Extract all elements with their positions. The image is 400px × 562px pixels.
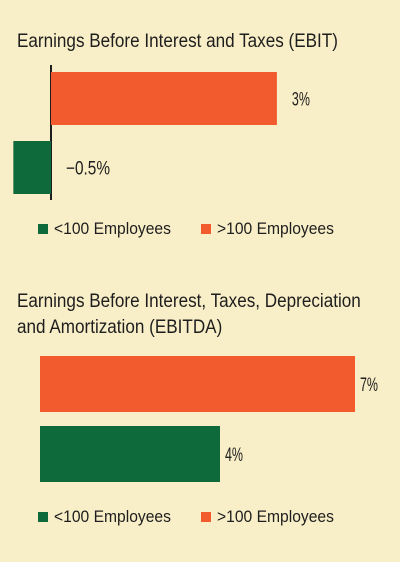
legend-swatch-lt100 xyxy=(38,224,48,234)
bar-value-label-1: 4% xyxy=(225,445,243,466)
legend-label-gt100: >100 Employees xyxy=(217,219,335,238)
bar-negative-1 xyxy=(13,141,52,194)
ebitda-chart-title-line-1: Earnings Before Interest, Taxes, Depreci… xyxy=(17,291,361,312)
ebit-chart-title: Earnings Before Interest and Taxes (EBIT… xyxy=(17,31,338,52)
ebitda-legend: <100 Employees >100 Employees xyxy=(38,507,364,527)
legend-swatch-gt100 xyxy=(201,224,212,234)
legend-item-gt100: >100 Employees xyxy=(201,507,344,527)
legend-label-lt100: <100 Employees xyxy=(54,219,171,238)
legend-item-gt100: >100 Employees xyxy=(201,219,344,239)
legend-swatch-lt100 xyxy=(38,512,48,522)
bar-0 xyxy=(40,356,355,412)
ebitda-chart: 7% 4% xyxy=(40,356,378,482)
bar-1 xyxy=(40,426,220,482)
legend-label-gt100: >100 Employees xyxy=(217,507,335,526)
bar-value-label-1: −0.5% xyxy=(66,159,110,180)
bar-value-label-0: 7% xyxy=(360,375,378,396)
bar-value-label-0: 3% xyxy=(292,90,310,111)
ebit-chart: 3% −0.5% xyxy=(13,65,310,200)
legend-item-lt100: <100 Employees xyxy=(38,219,181,239)
ebit-legend: <100 Employees >100 Employees xyxy=(38,219,364,239)
bar-0 xyxy=(51,72,277,125)
legend-label-lt100: <100 Employees xyxy=(54,507,171,526)
ebitda-chart-title-line-2: and Amortization (EBITDA) xyxy=(17,317,223,338)
legend-item-lt100: <100 Employees xyxy=(38,507,181,527)
legend-swatch-gt100 xyxy=(201,512,212,522)
